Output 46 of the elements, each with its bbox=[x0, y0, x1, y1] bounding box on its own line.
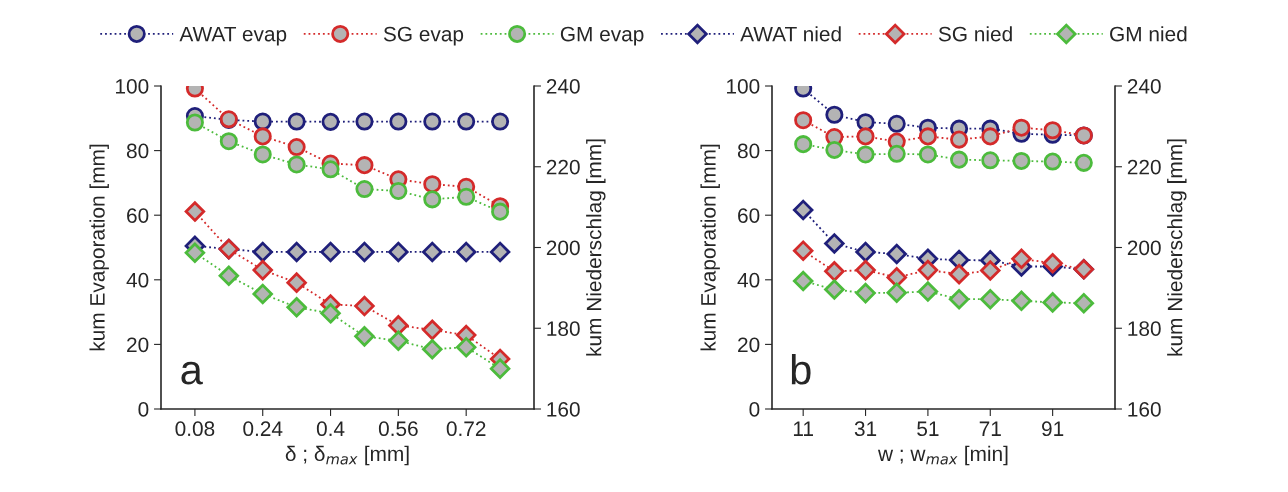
x-tick-label: 11 bbox=[793, 421, 813, 436]
legend-label: SG evap bbox=[383, 26, 464, 46]
x-tick-label: 91 bbox=[1042, 421, 1064, 437]
y-tick-label: 100 bbox=[727, 79, 760, 94]
y-tick-label: 80 bbox=[126, 143, 149, 159]
y-tick-label: 20 bbox=[738, 337, 760, 353]
x-tick-label: 71 bbox=[979, 421, 1001, 436]
y2-tick-label: 240 bbox=[1127, 79, 1161, 94]
x-tick-label: 31 bbox=[854, 421, 877, 437]
y-tick-label: 60 bbox=[127, 208, 149, 223]
legend-label: GM evap bbox=[560, 26, 644, 46]
annotation: b bbox=[791, 354, 811, 385]
y-tick-label: 100 bbox=[116, 79, 149, 94]
y2-tick-label: 220 bbox=[546, 159, 580, 175]
y-tick-label: 60 bbox=[738, 208, 760, 223]
y2-tick-label: 160 bbox=[1128, 402, 1161, 417]
x-tick-label: 0.72 bbox=[446, 421, 486, 437]
legend-label: SG nied bbox=[938, 26, 1012, 42]
y-tick-label: 0 bbox=[749, 402, 760, 417]
x-tick-label: 0.4 bbox=[316, 421, 345, 437]
y-tick-label: 80 bbox=[737, 143, 760, 159]
y-tick-label: 0 bbox=[138, 402, 149, 417]
y-axis-title: kum Evaporation [mm] bbox=[700, 144, 720, 351]
annotation: a bbox=[181, 361, 203, 385]
x-axis-title: w ; w$_{max}$ [min] bbox=[877, 445, 1008, 466]
x-tick-label: 0.08 bbox=[175, 421, 215, 437]
y2-tick-label: 240 bbox=[546, 79, 580, 94]
y2-tick-label: 180 bbox=[547, 321, 580, 336]
y-tick-label: 40 bbox=[737, 272, 760, 288]
legend-label: AWAT evap bbox=[179, 26, 287, 46]
x-tick-label: 0.56 bbox=[378, 421, 418, 437]
y-tick-label: 20 bbox=[127, 337, 149, 353]
y2-axis-title: kum Niederschlag [mm] bbox=[1167, 139, 1187, 356]
legend-label: AWAT nied bbox=[740, 26, 841, 42]
legend-label: GM nied bbox=[1110, 26, 1187, 42]
y2-axis-title: kum Niederschlag [mm] bbox=[586, 139, 606, 356]
y2-tick-label: 180 bbox=[1128, 321, 1161, 336]
y-tick-label: 40 bbox=[126, 272, 149, 288]
y2-tick-label: 200 bbox=[546, 240, 580, 256]
x-tick-label: 51 bbox=[917, 421, 939, 437]
x-axis-title: δ ; δ$_{max}$ [mm] bbox=[285, 445, 409, 466]
y2-tick-label: 220 bbox=[1127, 159, 1161, 175]
y2-tick-label: 160 bbox=[547, 402, 580, 417]
y-axis-title: kum Evaporation [mm] bbox=[89, 144, 109, 351]
x-tick-label: 0.24 bbox=[243, 421, 283, 437]
y2-tick-label: 200 bbox=[1127, 240, 1161, 256]
